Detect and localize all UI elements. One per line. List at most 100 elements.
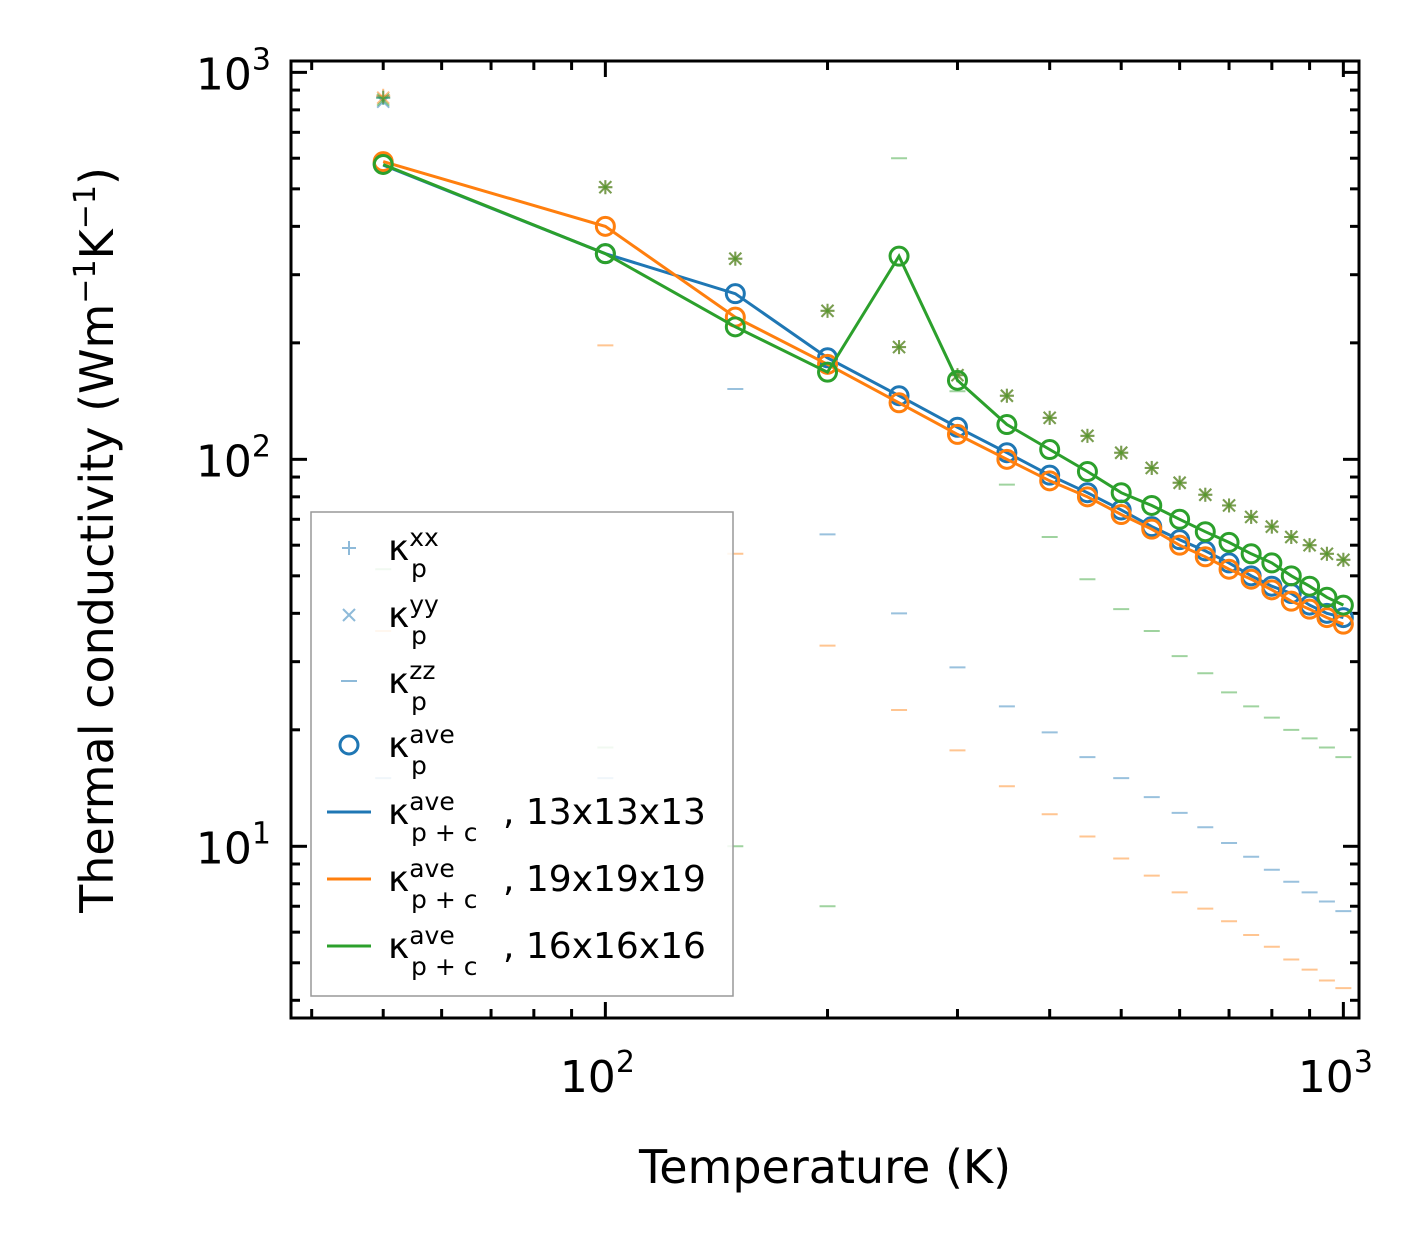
- kappa-p-xx-mark: [1319, 546, 1334, 561]
- kappa-p-ave-marker: [996, 442, 1018, 464]
- kappa-p-ave-marker: [1194, 521, 1216, 543]
- legend-subscript: p: [411, 687, 427, 716]
- legend-subscript: p + c: [411, 818, 477, 847]
- kappa-p-ave-marker: [594, 215, 616, 237]
- kappa-p-ave-marker: [1332, 594, 1354, 616]
- legend-label: κave: [388, 854, 455, 900]
- kappa-p-ave-marker: [724, 316, 746, 338]
- legend-subscript: p: [411, 751, 427, 780]
- kappa-p-ave-marker: [1076, 461, 1098, 483]
- legend-label: κave: [388, 720, 455, 766]
- kappa-p-ave-marker: [888, 392, 910, 414]
- y-tick-label: 102: [196, 429, 271, 487]
- kappa-p-xx-mark: [999, 388, 1014, 403]
- x-tick-label: 102: [560, 1045, 635, 1103]
- legend-label: κave: [388, 921, 455, 967]
- kappa-p-xx-mark: [1302, 538, 1317, 553]
- legend-subscript: p + c: [411, 952, 477, 981]
- kappa-p-xx-mark: [1198, 487, 1213, 502]
- kappa-p-xx-mark: [1042, 410, 1057, 425]
- kappa-p-xx-mark: [820, 303, 835, 318]
- legend-subscript: p: [411, 554, 427, 583]
- kappa-p-ave-marker: [1076, 486, 1098, 508]
- series-16x16x16-line: [382, 163, 1345, 607]
- kappa-p-xx-mark: [892, 340, 907, 355]
- legend-box: [310, 511, 734, 997]
- series-19x19x19-line: [382, 160, 1344, 626]
- kappa-p-ave-marker: [1332, 607, 1354, 629]
- kappa-p-ave-marker: [372, 153, 394, 175]
- legend-suffix: , 19x19x19: [503, 859, 706, 900]
- kappa-p-ave-marker: [1299, 598, 1321, 620]
- kappa-p-ave-marker: [594, 243, 616, 265]
- kappa-p-ave-marker: [1218, 558, 1240, 580]
- legend-suffix: , 13x13x13: [503, 792, 706, 833]
- kappa-p-ave-marker: [1261, 579, 1283, 601]
- kappa-p-xx-mark: [1264, 519, 1279, 534]
- kappa-p-xx-mark: [728, 251, 743, 266]
- kappa-p-ave-marker: [946, 423, 968, 445]
- kappa-p-xx-mark: [1336, 552, 1351, 567]
- kappa-p-ave-marker: [1110, 504, 1132, 526]
- kappa-p-ave-marker: [1299, 575, 1321, 597]
- kappa-p-ave-marker: [888, 385, 910, 407]
- kappa-p-xx-mark: [1172, 475, 1187, 490]
- kappa-p-ave-marker: [1218, 531, 1240, 553]
- y-axis-title: Thermal conductivity (Wm−1K−1): [68, 167, 124, 914]
- kappa-p-ave-marker: [1169, 508, 1191, 530]
- kappa-p-xx-mark: [1144, 460, 1159, 475]
- kappa-p-ave-marker: [1240, 568, 1262, 590]
- legend-label: κyy: [388, 590, 439, 636]
- kappa-p-ave-marker: [888, 245, 910, 267]
- kappa-p-ave-marker: [1316, 586, 1338, 608]
- legend-label: κzz: [388, 656, 435, 702]
- plot-frame: [289, 59, 1361, 1020]
- series-16x16x16-markers: [375, 90, 1352, 908]
- kappa-p-ave-marker: [1280, 565, 1302, 587]
- legend-suffix: , 16x16x16: [503, 926, 706, 967]
- legend-subscript: p: [411, 621, 427, 650]
- axis-tick-labels: 102 103 101 102 103: [196, 42, 1373, 1103]
- kappa-p-ave-marker: [1169, 534, 1191, 556]
- y-tick-label: 103: [196, 42, 271, 100]
- legend-cross-icon: [342, 608, 356, 622]
- kappa-p-xx-mark: [1284, 529, 1299, 544]
- kappa-p-ave-marker: [1141, 518, 1163, 540]
- kappa-p-ave-marker: [1280, 590, 1302, 612]
- kappa-p-ave-marker: [817, 361, 839, 383]
- kappa-p-ave-marker: [1110, 482, 1132, 504]
- kappa-p-xx-mark: [376, 90, 391, 105]
- y-tick-label: 101: [196, 816, 271, 874]
- kappa-p-xx-mark: [598, 180, 613, 195]
- kappa-p-ave-marker: [946, 369, 968, 391]
- kappa-p-xx-mark: [1080, 428, 1095, 443]
- legend-label: κave: [388, 787, 455, 833]
- kappa-p-ave-marker: [1240, 543, 1262, 565]
- kappa-p-ave-marker: [996, 448, 1018, 470]
- kappa-p-xx-mark: [1244, 509, 1259, 524]
- legend-subscript: p + c: [411, 885, 477, 914]
- axis-ticks: [291, 61, 1359, 1018]
- kappa-p-ave-marker: [1194, 546, 1216, 568]
- kappa-p-ave-marker: [1261, 552, 1283, 574]
- kappa-p-ave-marker: [1039, 470, 1061, 492]
- kappa-p-ave-marker: [996, 414, 1018, 436]
- kappa-p-xx-mark: [1114, 445, 1129, 460]
- x-tick-label: 103: [1298, 1045, 1373, 1103]
- data-marks: [372, 88, 1354, 990]
- legend-circle-icon: [338, 734, 360, 756]
- kappa-p-ave-marker: [1039, 439, 1061, 461]
- kappa-p-xx-mark: [1222, 498, 1237, 513]
- kappa-p-ave-marker: [1141, 494, 1163, 516]
- legend-label: κxx: [388, 523, 439, 569]
- x-axis-title: Temperature (K): [638, 1140, 1011, 1194]
